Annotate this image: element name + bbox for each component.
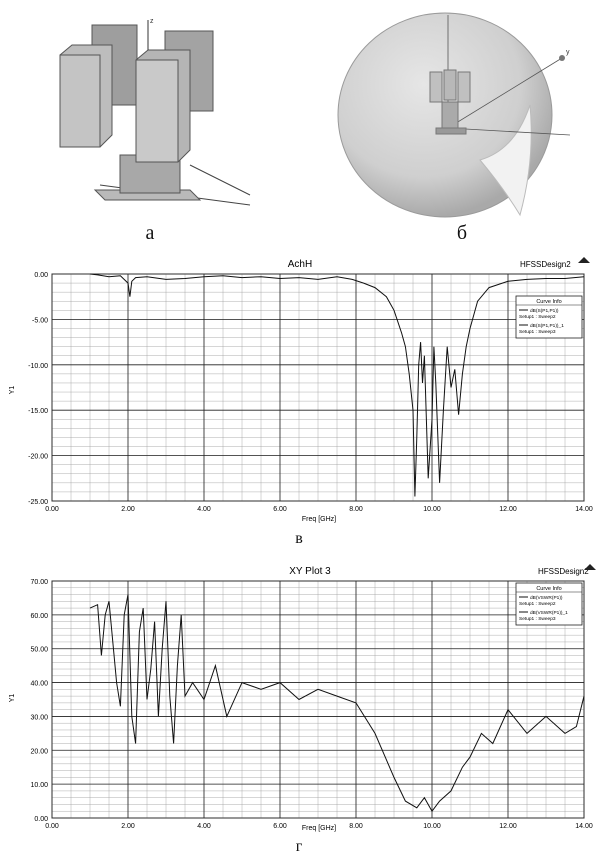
series-line [89, 273, 585, 497]
y-tick-label: 70.00 [30, 579, 48, 586]
antenna-model-illustration: z [59, 18, 251, 206]
radiation-pattern-illustration: y [337, 12, 571, 218]
series-line [89, 594, 585, 813]
y-tick-label: -5.00 [32, 317, 48, 324]
svg-text:z: z [150, 18, 154, 25]
y-tick-label: -20.00 [28, 454, 48, 461]
x-tick-label: 14.00 [575, 823, 593, 830]
legend-entry-setup: Setup1 : Sweep3 [519, 616, 556, 622]
legend-entry-name: dB(S(P1,P1))_1 [530, 323, 564, 329]
y-tick-label: 30.00 [30, 714, 48, 721]
svg-text:y: y [566, 49, 570, 56]
x-tick-label: 14.00 [575, 506, 593, 513]
x-tick-label: 6.00 [273, 506, 287, 513]
y-tick-label: 60.00 [30, 613, 48, 620]
antenna-model-panel: z [40, 15, 260, 220]
y-tick-label: 20.00 [30, 748, 48, 755]
y-tick-label: 10.00 [30, 782, 48, 789]
x-tick-label: 12.00 [499, 823, 517, 830]
plot-area: 0.00 2.00 4.00 6.00 8.00 10.00 12.00 14.00 70.00… [30, 579, 592, 830]
chart-s11-svg: AchH HFSSDesign2 Y1 Freq [GHz] 0.00 2.00 4… [9, 257, 593, 523]
y-tick-label: 0.00 [34, 816, 48, 823]
y-axis-label: Y1 [9, 386, 16, 395]
chart-vswr: XY Plot 3 HFSSDesign2 Y1 Freq [GHz] 0.00… [0, 563, 598, 835]
chart-badge: HFSSDesign2 [538, 567, 589, 576]
legend: Curve Info dB(S(P1,P1))Setup1 : Sweep2 dB(… [515, 295, 583, 339]
label-g: г [295, 838, 303, 855]
ansoft-logo-icon [584, 564, 596, 570]
x-tick-label: 2.00 [121, 823, 135, 830]
y-tick-label: -25.00 [28, 499, 48, 506]
legend: Curve Info dB(VSWR(P1))Setup1 : Sweep2 dB(… [515, 582, 583, 626]
x-tick-label: 10.00 [423, 823, 441, 830]
x-tick-label: 0.00 [45, 823, 59, 830]
legend-entry-name: dB(VSWR(P1))_1 [530, 610, 568, 616]
legend-title: Curve Info [536, 299, 561, 305]
legend-entry-name: dB(VSWR(P1)) [530, 595, 563, 601]
plot-area: 0.00 2.00 4.00 6.00 8.00 10.00 12.00 14.000.00-… [28, 272, 593, 513]
x-tick-label: 12.00 [499, 506, 517, 513]
chart-title: AchH [288, 259, 312, 270]
x-tick-label: 8.00 [349, 506, 363, 513]
x-axis-label: Freq [GHz] [302, 825, 336, 832]
x-tick-label: 4.00 [197, 823, 211, 830]
chart-title: XY Plot 3 [289, 566, 331, 577]
label-v: в [295, 530, 303, 547]
legend-title: Curve Info [536, 586, 561, 592]
legend-box [515, 295, 583, 339]
y-tick-label: 40.00 [30, 681, 48, 688]
x-tick-label: 8.00 [349, 823, 363, 830]
x-tick-label: 0.00 [45, 506, 59, 513]
label-a: а [145, 222, 155, 244]
y-tick-label: 0.00 [34, 272, 48, 279]
y-tick-label: -15.00 [28, 408, 48, 415]
legend-entry-setup: Setup1 : Sweep2 [519, 314, 556, 320]
x-tick-label: 2.00 [121, 506, 135, 513]
legend-entry-name: dB(S(P1,P1)) [530, 308, 559, 314]
ansoft-logo-icon [578, 257, 590, 263]
y-tick-label: -10.00 [28, 363, 48, 370]
x-axis-label: Freq [GHz] [302, 516, 336, 523]
radiation-pattern-panel: y [330, 10, 590, 225]
legend-entry-setup: Setup1 : Sweep3 [519, 329, 556, 335]
x-tick-label: 4.00 [197, 506, 211, 513]
x-tick-label: 10.00 [423, 506, 441, 513]
legend-entry-setup: Setup1 : Sweep2 [519, 601, 556, 607]
chart-badge: HFSSDesign2 [520, 260, 571, 269]
x-tick-label: 6.00 [273, 823, 287, 830]
chart-vswr-svg: XY Plot 3 HFSSDesign2 Y1 Freq [GHz] 0.00… [9, 564, 596, 832]
y-axis-label: Y1 [9, 694, 16, 703]
y-tick-label: 50.00 [30, 647, 48, 654]
legend-box [515, 582, 583, 626]
chart-s11: AchH HFSSDesign2 Y1 Freq [GHz] 0.00 2.00 4… [0, 255, 598, 525]
label-b: б [456, 222, 468, 244]
